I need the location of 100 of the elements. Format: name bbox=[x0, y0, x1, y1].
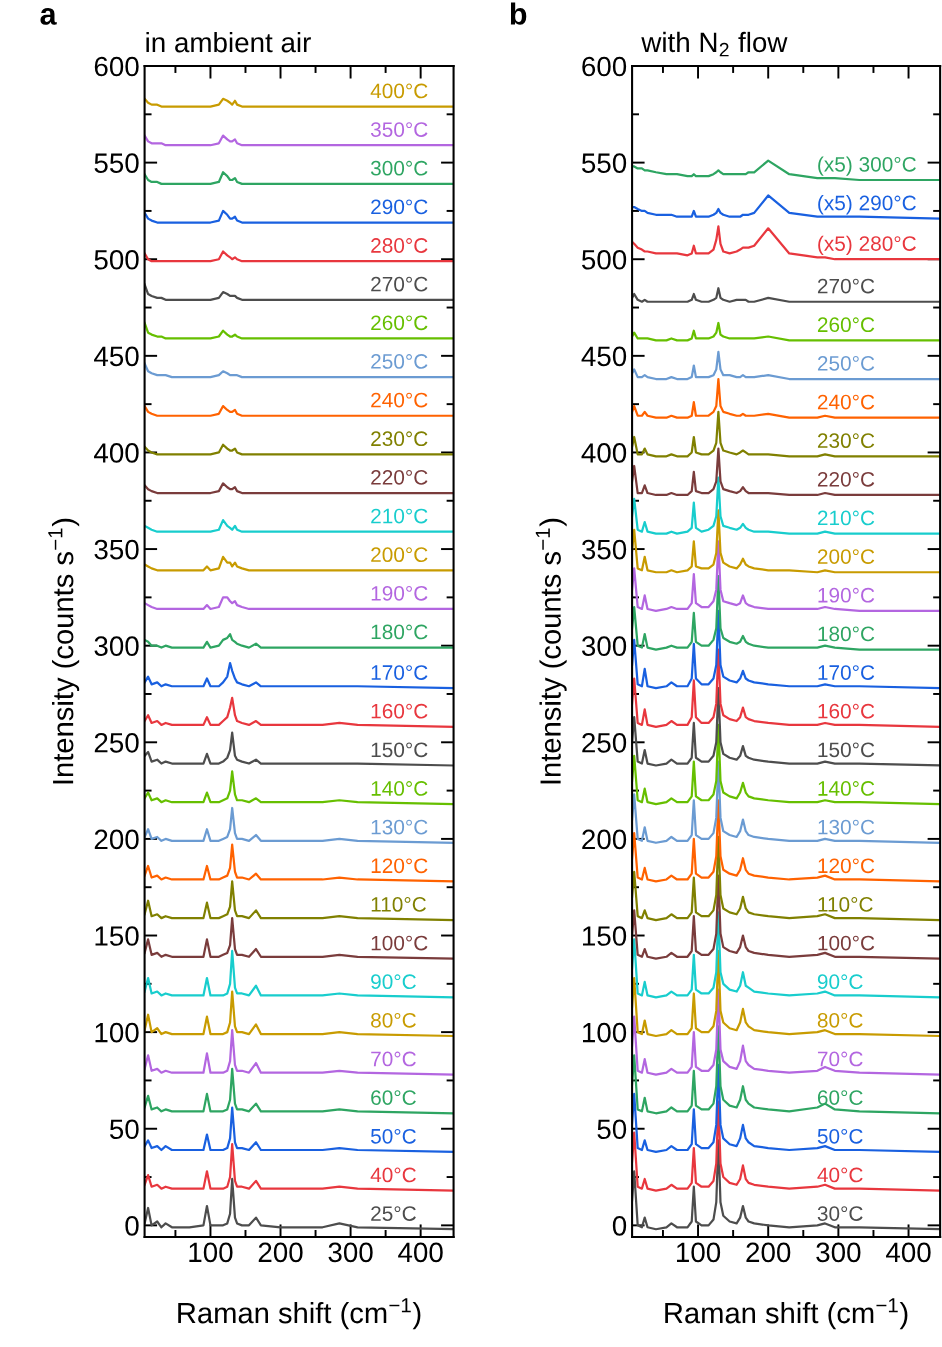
series-label: 25°C bbox=[371, 1206, 416, 1221]
line-series bbox=[632, 575, 941, 651]
series-label: 130°C bbox=[818, 819, 875, 835]
y-axis-title: Intensity (counts s$^{−1}$) bbox=[535, 518, 567, 784]
line-series bbox=[632, 687, 941, 767]
x-tick-label: 200 bbox=[258, 1242, 303, 1263]
line-series bbox=[144, 806, 454, 844]
line-series bbox=[144, 949, 454, 999]
line-series bbox=[144, 1143, 454, 1192]
line-series bbox=[632, 350, 941, 381]
x-tick-label: 300 bbox=[816, 1242, 861, 1263]
series-label: 260°C bbox=[817, 317, 875, 333]
x-tick-label: 300 bbox=[328, 1242, 373, 1263]
series-label: 90°C bbox=[817, 974, 863, 990]
x-axis-title: Raman shift (cm$^{−1}$) bbox=[178, 1298, 421, 1330]
series-label: 350°C bbox=[370, 122, 428, 137]
x-tick-label: 200 bbox=[746, 1242, 791, 1263]
series-label: 200°C bbox=[371, 547, 428, 563]
y-tick-label: 0 bbox=[125, 1216, 139, 1236]
series-label: 140°C bbox=[371, 781, 428, 796]
series-label: 40°C bbox=[370, 1167, 416, 1183]
series-label: 170°C bbox=[818, 665, 875, 680]
line-series bbox=[632, 874, 941, 960]
series-label: 120°C bbox=[818, 858, 875, 874]
y-tick-label: 600 bbox=[94, 56, 139, 77]
series-label: 30°C bbox=[817, 1206, 863, 1221]
line-series bbox=[632, 949, 941, 1038]
y-tick-label: 50 bbox=[109, 1119, 139, 1140]
series-label: 50°C bbox=[370, 1128, 416, 1144]
y-tick-label: 550 bbox=[94, 153, 139, 173]
line-series bbox=[632, 540, 941, 613]
line-series bbox=[144, 1106, 454, 1154]
chart-title: in ambient air bbox=[146, 31, 311, 53]
y-tick-label: 400 bbox=[581, 443, 627, 463]
series-label: 120°C bbox=[371, 858, 428, 874]
y-tick-label: 500 bbox=[94, 249, 139, 270]
line-series bbox=[632, 194, 941, 220]
series-label: 220°C bbox=[371, 469, 428, 485]
series-label: 190°C bbox=[371, 585, 428, 601]
series-label: 170°C bbox=[371, 665, 428, 680]
series-label: 70°C bbox=[371, 1051, 416, 1067]
chart-title: with N$_{2}$ flow bbox=[641, 31, 788, 57]
series-label: 130°C bbox=[371, 819, 428, 835]
y-tick-label: 200 bbox=[582, 829, 627, 850]
y-tick-label: 100 bbox=[95, 1022, 139, 1043]
x-tick-label: 400 bbox=[886, 1242, 931, 1263]
line-series bbox=[632, 609, 941, 690]
series-label: 110°C bbox=[818, 897, 873, 912]
line-series bbox=[144, 97, 454, 108]
series-label: (x5) 300°C bbox=[818, 156, 916, 176]
line-series bbox=[632, 799, 941, 883]
series-label: (x5) 290°C bbox=[818, 195, 916, 215]
line-series bbox=[144, 696, 454, 728]
y-tick-label: 400 bbox=[94, 443, 139, 463]
x-tick-label: 400 bbox=[398, 1242, 443, 1263]
series-label: 80°C bbox=[371, 1012, 416, 1028]
line-series bbox=[144, 917, 454, 960]
series-label: 100°C bbox=[818, 935, 875, 951]
line-series bbox=[144, 880, 454, 922]
line-series bbox=[144, 1029, 454, 1076]
series-label: 260°C bbox=[371, 315, 428, 331]
y-tick-label: 250 bbox=[94, 732, 139, 753]
series-label: 180°C bbox=[371, 624, 428, 640]
series-label: 150°C bbox=[818, 742, 875, 758]
series-label: 230°C bbox=[817, 433, 875, 449]
line-series bbox=[632, 723, 941, 806]
y-tick-label: 450 bbox=[94, 346, 139, 367]
series-label: 200°C bbox=[817, 549, 875, 564]
y-tick-label: 200 bbox=[94, 829, 139, 850]
series-label: 240°C bbox=[371, 392, 428, 408]
series-label: 250°C bbox=[371, 354, 428, 369]
series-label: 90°C bbox=[371, 974, 416, 990]
line-series bbox=[144, 1067, 454, 1115]
y-tick-label: 150 bbox=[95, 926, 139, 946]
series-label: 80°C bbox=[817, 1012, 863, 1028]
text: a bbox=[40, 8, 57, 25]
series-label: 270°C bbox=[371, 276, 428, 292]
y-tick-label: 150 bbox=[583, 926, 627, 946]
line-series bbox=[632, 648, 941, 728]
series-label: 400°C bbox=[370, 83, 428, 99]
x-axis-title: Raman shift (cm$^{−1}$) bbox=[665, 1298, 908, 1330]
line-series bbox=[144, 843, 454, 883]
y-tick-label: 350 bbox=[581, 539, 627, 560]
x-tick-label: 100 bbox=[189, 1242, 233, 1263]
series-label: 140°C bbox=[818, 781, 875, 796]
line-series bbox=[632, 911, 941, 999]
line-series bbox=[144, 990, 454, 1038]
series-label: 240°C bbox=[817, 394, 875, 410]
series-label: 230°C bbox=[371, 431, 428, 447]
series-label: 290°C bbox=[371, 199, 428, 215]
line-series bbox=[632, 377, 941, 419]
line-series bbox=[632, 760, 941, 844]
y-tick-label: 0 bbox=[612, 1216, 627, 1236]
text: b bbox=[510, 2, 527, 25]
series-label: 100°C bbox=[371, 935, 428, 951]
line-series bbox=[632, 447, 941, 497]
series-label: 60°C bbox=[817, 1090, 863, 1105]
y-tick-label: 600 bbox=[582, 56, 627, 77]
x-tick-label: 100 bbox=[676, 1242, 721, 1263]
series-label: 110°C bbox=[371, 897, 426, 912]
